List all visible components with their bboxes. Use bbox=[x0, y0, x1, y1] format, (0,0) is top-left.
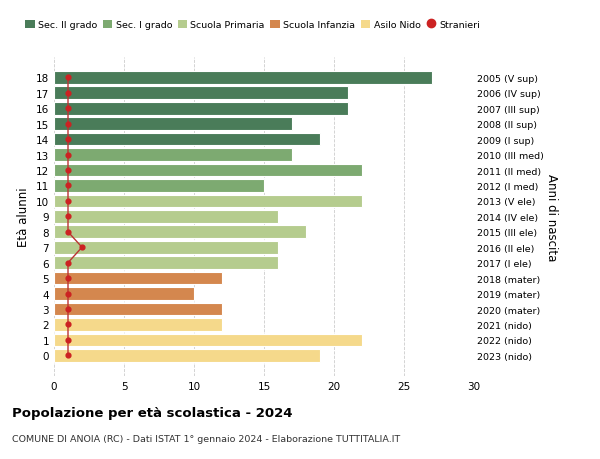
Point bbox=[63, 275, 73, 282]
Point bbox=[63, 151, 73, 159]
Bar bbox=[54, 257, 278, 269]
Point bbox=[63, 121, 73, 128]
Y-axis label: Anni di nascita: Anni di nascita bbox=[545, 174, 557, 260]
Bar bbox=[54, 164, 362, 177]
Bar bbox=[54, 226, 306, 239]
Bar bbox=[54, 103, 348, 115]
Point bbox=[63, 259, 73, 267]
Point bbox=[77, 244, 87, 252]
Bar bbox=[54, 241, 278, 254]
Bar bbox=[54, 303, 222, 316]
Point bbox=[63, 74, 73, 82]
Text: Popolazione per età scolastica - 2024: Popolazione per età scolastica - 2024 bbox=[12, 406, 293, 419]
Bar bbox=[54, 180, 264, 192]
Point bbox=[63, 105, 73, 112]
Bar bbox=[54, 288, 194, 300]
Y-axis label: Età alunni: Età alunni bbox=[17, 187, 31, 246]
Point bbox=[63, 336, 73, 344]
Bar bbox=[54, 319, 222, 331]
Point bbox=[63, 229, 73, 236]
Bar bbox=[54, 211, 278, 223]
Bar bbox=[54, 118, 292, 131]
Point bbox=[63, 198, 73, 205]
Point bbox=[63, 136, 73, 144]
Text: COMUNE DI ANOIA (RC) - Dati ISTAT 1° gennaio 2024 - Elaborazione TUTTITALIA.IT: COMUNE DI ANOIA (RC) - Dati ISTAT 1° gen… bbox=[12, 434, 400, 443]
Point bbox=[63, 182, 73, 190]
Point bbox=[63, 90, 73, 97]
Bar bbox=[54, 195, 362, 208]
Bar bbox=[54, 272, 222, 285]
Bar bbox=[54, 334, 362, 347]
Bar bbox=[54, 72, 432, 84]
Point bbox=[63, 213, 73, 220]
Bar bbox=[54, 134, 320, 146]
Bar bbox=[54, 87, 348, 100]
Bar bbox=[54, 349, 320, 362]
Point bbox=[63, 321, 73, 329]
Point bbox=[63, 352, 73, 359]
Point bbox=[63, 306, 73, 313]
Point bbox=[63, 290, 73, 297]
Bar bbox=[54, 149, 292, 162]
Point bbox=[63, 167, 73, 174]
Legend: Sec. II grado, Sec. I grado, Scuola Primaria, Scuola Infanzia, Asilo Nido, Stran: Sec. II grado, Sec. I grado, Scuola Prim… bbox=[25, 21, 480, 30]
